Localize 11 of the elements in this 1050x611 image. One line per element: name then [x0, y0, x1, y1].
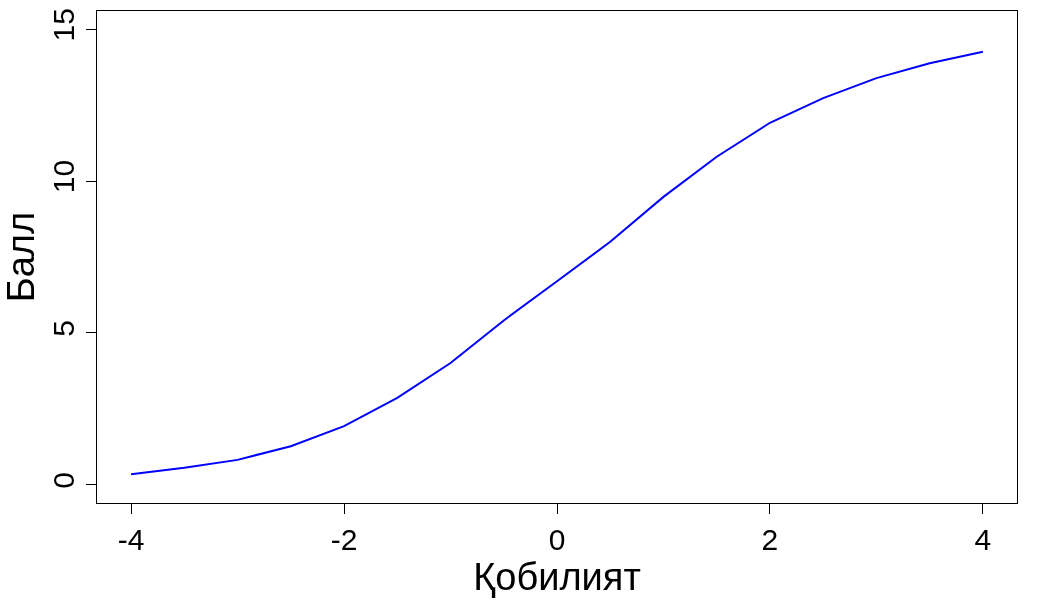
- x-tick-label: -4: [117, 523, 145, 557]
- x-tick-label: 4: [974, 523, 992, 557]
- x-tick-label: -2: [330, 523, 358, 557]
- y-axis-title: Балл: [0, 211, 42, 303]
- x-tick-label: 0: [548, 523, 566, 557]
- x-axis-title: Қобилият: [473, 556, 641, 599]
- y-tick-label: 5: [46, 320, 80, 337]
- y-tick-label: 10: [46, 159, 80, 194]
- x-tick-label: 2: [761, 523, 779, 557]
- y-tick-label: 0: [46, 471, 80, 489]
- y-tick-label: 15: [46, 8, 80, 42]
